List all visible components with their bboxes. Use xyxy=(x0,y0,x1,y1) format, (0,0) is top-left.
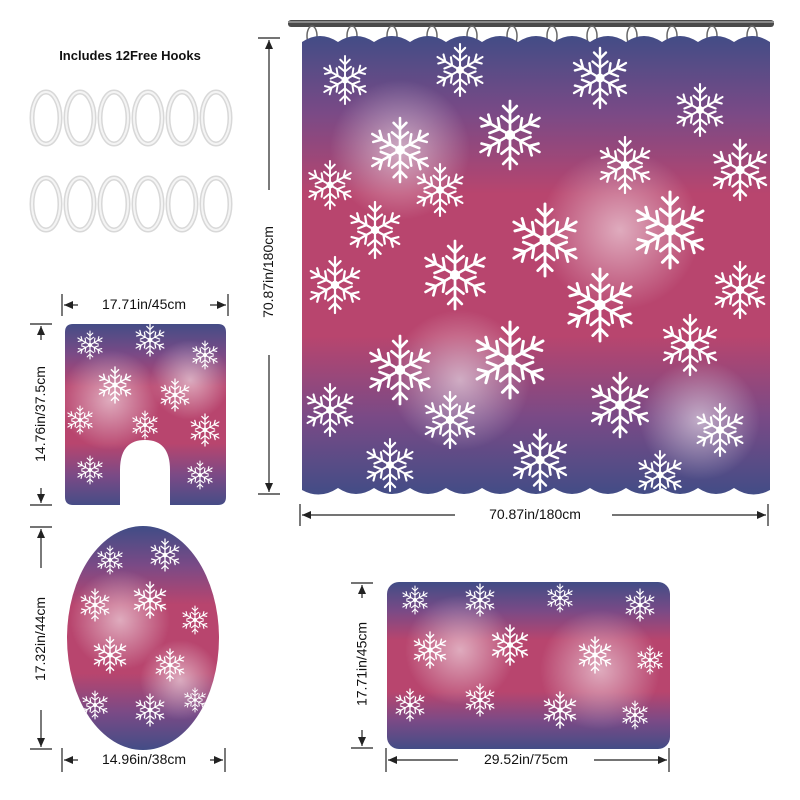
curtain-rod xyxy=(288,20,774,27)
lid-cover-height-label: 17.32in/44cm xyxy=(32,596,48,682)
curtain-height-label: 70.87in/180cm xyxy=(260,226,276,318)
hooks-title: Includes 12Free Hooks xyxy=(59,48,201,63)
contour-mat-height-label: 14.76in/37.5cm xyxy=(32,366,48,462)
bath-mat-width-label: 29.52in/75cm xyxy=(483,751,569,767)
bath-mat-height-label: 17.71in/45cm xyxy=(353,621,370,707)
curtain-width-label: 70.87in/180cm xyxy=(489,506,581,522)
bath-mat xyxy=(387,582,670,749)
dimension-lines xyxy=(30,37,769,772)
shower-curtain xyxy=(302,36,770,495)
contour-mat-width-label: 17.71in/45cm xyxy=(101,296,187,312)
lid-cover xyxy=(67,526,219,750)
contour-mat xyxy=(65,324,226,505)
lid-cover-width-label: 14.96in/38cm xyxy=(101,751,187,767)
shower-hooks-illustration xyxy=(29,89,233,233)
